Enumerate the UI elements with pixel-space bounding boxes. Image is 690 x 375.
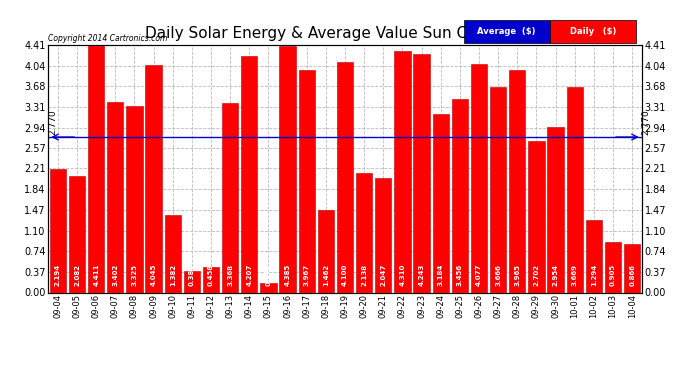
Bar bbox=[394, 51, 411, 292]
Bar bbox=[586, 220, 602, 292]
Text: 4.207: 4.207 bbox=[246, 264, 253, 286]
Text: 1.382: 1.382 bbox=[170, 264, 176, 286]
Bar bbox=[356, 172, 373, 292]
Text: 4.243: 4.243 bbox=[419, 263, 424, 286]
Text: 2.954: 2.954 bbox=[553, 264, 559, 286]
Text: 1.462: 1.462 bbox=[323, 264, 329, 286]
Text: 0.386: 0.386 bbox=[189, 264, 195, 286]
Bar bbox=[452, 99, 468, 292]
Text: 3.402: 3.402 bbox=[112, 264, 118, 286]
Bar bbox=[509, 70, 525, 292]
Bar bbox=[69, 176, 85, 292]
Text: 3.368: 3.368 bbox=[227, 264, 233, 286]
Bar bbox=[547, 127, 564, 292]
Text: 4.100: 4.100 bbox=[342, 263, 348, 286]
Text: Copyright 2014 Cartronics.com: Copyright 2014 Cartronics.com bbox=[48, 33, 168, 42]
Text: 2.082: 2.082 bbox=[74, 264, 80, 286]
Bar bbox=[50, 170, 66, 292]
Bar bbox=[184, 271, 200, 292]
Text: 2.047: 2.047 bbox=[380, 264, 386, 286]
Bar bbox=[337, 62, 353, 292]
Bar bbox=[624, 244, 640, 292]
Text: 3.666: 3.666 bbox=[495, 264, 501, 286]
Bar bbox=[375, 178, 391, 292]
Bar bbox=[433, 114, 449, 292]
Text: Daily   ($): Daily ($) bbox=[569, 27, 616, 36]
Bar bbox=[529, 141, 544, 292]
Bar bbox=[279, 46, 296, 292]
Text: 4.045: 4.045 bbox=[150, 263, 157, 286]
Bar bbox=[317, 210, 334, 292]
Text: 0.905: 0.905 bbox=[610, 264, 616, 286]
Text: 3.965: 3.965 bbox=[514, 264, 520, 286]
Bar bbox=[490, 87, 506, 292]
Text: 2.702: 2.702 bbox=[533, 264, 540, 286]
Bar bbox=[126, 106, 143, 292]
Bar bbox=[605, 242, 621, 292]
Text: 2.770: 2.770 bbox=[641, 109, 650, 135]
Bar bbox=[471, 64, 487, 292]
Text: 0.458: 0.458 bbox=[208, 264, 214, 286]
Bar bbox=[107, 102, 124, 292]
Text: Average  ($): Average ($) bbox=[477, 27, 536, 36]
Text: 4.077: 4.077 bbox=[476, 263, 482, 286]
Text: 3.669: 3.669 bbox=[572, 264, 578, 286]
Text: 4.310: 4.310 bbox=[400, 263, 406, 286]
Bar bbox=[146, 66, 161, 292]
Text: 0.178: 0.178 bbox=[266, 264, 271, 286]
Bar bbox=[299, 70, 315, 292]
Text: 3.325: 3.325 bbox=[131, 264, 137, 286]
Bar bbox=[165, 215, 181, 292]
Text: 1.294: 1.294 bbox=[591, 264, 597, 286]
Bar bbox=[260, 282, 277, 292]
Text: 2.138: 2.138 bbox=[361, 264, 367, 286]
Text: 3.184: 3.184 bbox=[437, 263, 444, 286]
Text: 2.770: 2.770 bbox=[49, 109, 58, 135]
Text: 2.194: 2.194 bbox=[55, 264, 61, 286]
Bar bbox=[203, 267, 219, 292]
Text: 4.411: 4.411 bbox=[93, 263, 99, 286]
Bar bbox=[566, 87, 583, 292]
Text: 3.967: 3.967 bbox=[304, 264, 310, 286]
Text: 3.456: 3.456 bbox=[457, 264, 463, 286]
Text: 0.866: 0.866 bbox=[629, 264, 635, 286]
Bar bbox=[241, 56, 257, 292]
Title: Daily Solar Energy & Average Value Sun Oct 5 07:01: Daily Solar Energy & Average Value Sun O… bbox=[144, 26, 546, 41]
Bar bbox=[88, 45, 104, 292]
Bar bbox=[222, 104, 238, 292]
FancyBboxPatch shape bbox=[550, 20, 635, 42]
FancyBboxPatch shape bbox=[464, 20, 550, 42]
Bar bbox=[413, 54, 430, 292]
Text: 4.385: 4.385 bbox=[284, 264, 290, 286]
